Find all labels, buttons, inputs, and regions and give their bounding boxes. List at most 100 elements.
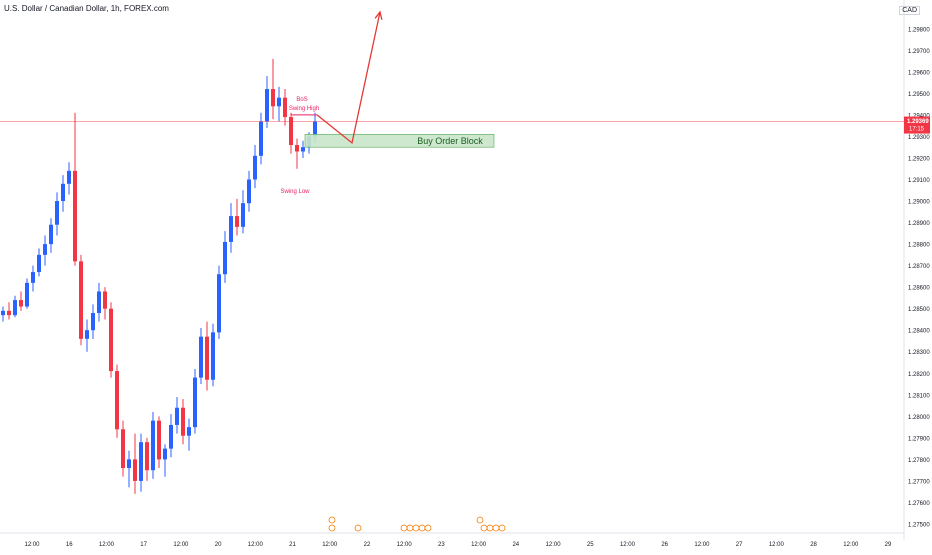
price-tick-label: 1.29600 — [908, 70, 930, 76]
candle-body[interactable] — [169, 424, 173, 449]
candle-body[interactable] — [133, 459, 137, 481]
time-tick-label: 28 — [810, 542, 817, 548]
time-tick-label: 24 — [512, 542, 519, 548]
price-tick-label: 1.29700 — [908, 49, 930, 55]
time-tick-label: 26 — [661, 542, 668, 548]
candle-body[interactable] — [265, 89, 269, 122]
candle-body[interactable] — [13, 300, 17, 316]
candle-body[interactable] — [55, 201, 59, 225]
event-marker-icon[interactable] — [354, 524, 362, 532]
candle-body[interactable] — [7, 310, 11, 316]
price-tick-label: 1.29500 — [908, 92, 930, 98]
candle-body[interactable] — [241, 203, 245, 227]
candle-body[interactable] — [253, 155, 257, 180]
candle-body[interactable] — [283, 97, 287, 118]
candle-body[interactable] — [235, 216, 239, 227]
candle-body[interactable] — [223, 241, 227, 275]
candle-body[interactable] — [301, 147, 305, 152]
candle-body[interactable] — [109, 308, 113, 372]
price-tick-label: 1.29300 — [908, 135, 930, 141]
time-tick-label: 12:00 — [843, 542, 859, 548]
time-tick-label: 12:00 — [397, 542, 413, 548]
candle-body[interactable] — [103, 291, 107, 309]
candle-body[interactable] — [259, 121, 263, 156]
candle-body[interactable] — [25, 282, 29, 307]
candle-body[interactable] — [43, 244, 47, 255]
candle-body[interactable] — [193, 377, 197, 428]
time-tick-label: 12:00 — [620, 542, 636, 548]
candle-body[interactable] — [31, 272, 35, 283]
event-marker-icon[interactable] — [486, 524, 494, 532]
candle-body[interactable] — [127, 459, 131, 469]
candle-body[interactable] — [37, 254, 41, 273]
candle-body[interactable] — [1, 310, 5, 316]
candle-body[interactable] — [313, 121, 317, 137]
candle-body[interactable] — [151, 420, 155, 471]
candle-body[interactable] — [121, 429, 125, 469]
candle-body[interactable] — [205, 336, 209, 380]
candle-body[interactable] — [175, 407, 179, 425]
current-price-tag — [904, 116, 930, 134]
candle-body[interactable] — [289, 117, 293, 146]
time-tick-label: 12:00 — [546, 542, 562, 548]
time-tick-label: 12:00 — [24, 542, 40, 548]
price-tick-label: 1.27600 — [908, 501, 930, 507]
currency-label[interactable]: CAD — [899, 6, 920, 15]
price-tick-label: 1.28300 — [908, 350, 930, 356]
price-tick-label: 1.28800 — [908, 243, 930, 249]
event-marker-icon[interactable] — [418, 524, 426, 532]
time-tick-label: 21 — [289, 542, 296, 548]
candle-body[interactable] — [157, 420, 161, 460]
swing-high-label: Swing High — [289, 106, 319, 112]
candle-body[interactable] — [181, 407, 185, 436]
event-marker-icon[interactable] — [498, 524, 506, 532]
candle-body[interactable] — [85, 330, 89, 339]
candle-body[interactable] — [247, 179, 251, 204]
price-tick-label: 1.29800 — [908, 27, 930, 33]
candle-body[interactable] — [97, 291, 101, 313]
arrow-head — [374, 10, 383, 20]
candle-body[interactable] — [187, 427, 191, 436]
price-tick-label: 1.27900 — [908, 436, 930, 442]
candle-body[interactable] — [73, 170, 77, 262]
time-tick-label: 27 — [736, 542, 743, 548]
event-marker-icon[interactable] — [492, 524, 500, 532]
candle-body[interactable] — [211, 332, 215, 380]
candle-body[interactable] — [295, 145, 299, 152]
candle-body[interactable] — [199, 336, 203, 378]
candle-body[interactable] — [277, 97, 281, 107]
candle-body[interactable] — [115, 371, 119, 430]
price-tick-label: 1.28400 — [908, 329, 930, 335]
event-marker-icon[interactable] — [424, 524, 432, 532]
symbol-title: U.S. Dollar / Canadian Dollar, 1h, FOREX… — [4, 4, 169, 13]
time-tick-label: 12:00 — [173, 542, 189, 548]
buy-order-block[interactable] — [304, 133, 495, 148]
event-marker-icon[interactable] — [480, 524, 488, 532]
event-marker-icon[interactable] — [476, 516, 484, 524]
candle-body[interactable] — [61, 183, 65, 202]
projection-arrow[interactable] — [316, 11, 381, 145]
candle-body[interactable] — [67, 170, 71, 184]
candle-body[interactable] — [217, 274, 221, 333]
candle-body[interactable] — [49, 224, 53, 245]
event-marker-icon[interactable] — [400, 524, 408, 532]
candle-body[interactable] — [271, 89, 275, 107]
candle-body[interactable] — [145, 442, 149, 471]
time-tick-label: 23 — [438, 542, 445, 548]
candle-body[interactable] — [139, 442, 143, 481]
event-marker-icon[interactable] — [412, 524, 420, 532]
candle-body[interactable] — [91, 312, 95, 331]
event-marker-icon[interactable] — [406, 524, 414, 532]
candle-body[interactable] — [79, 261, 83, 339]
price-tick-label: 1.28600 — [908, 286, 930, 292]
event-marker-icon[interactable] — [328, 516, 336, 524]
price-tick-label: 1.29200 — [908, 156, 930, 162]
event-marker-icon[interactable] — [328, 524, 336, 532]
candle-body[interactable] — [19, 300, 23, 307]
time-tick-label: 20 — [215, 542, 222, 548]
time-tick-label: 16 — [66, 542, 73, 548]
candle-body[interactable] — [229, 216, 233, 242]
candle-body[interactable] — [163, 448, 167, 460]
